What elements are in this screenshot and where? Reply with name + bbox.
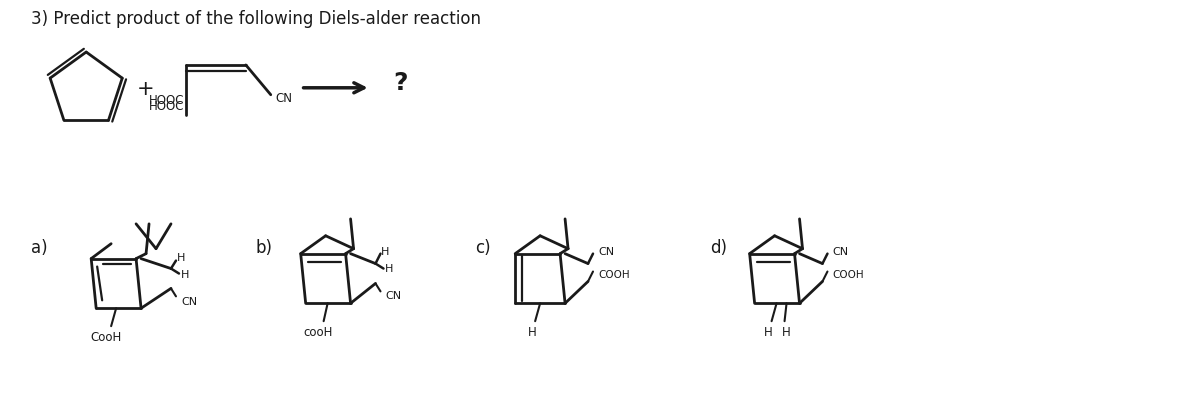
Text: H: H xyxy=(528,325,537,338)
Text: COOH: COOH xyxy=(833,269,864,279)
Text: a): a) xyxy=(31,238,48,256)
Text: b): b) xyxy=(256,238,273,256)
Text: CN: CN xyxy=(276,92,293,105)
Text: CooH: CooH xyxy=(90,330,121,343)
Text: CN: CN xyxy=(386,291,401,301)
Text: +: + xyxy=(137,79,155,98)
Text: HOOC: HOOC xyxy=(149,94,184,107)
Text: ?: ? xyxy=(393,70,408,95)
Text: d): d) xyxy=(709,238,727,256)
Text: H: H xyxy=(181,269,189,279)
Text: H: H xyxy=(177,252,186,262)
Text: CN: CN xyxy=(833,246,848,256)
Text: H: H xyxy=(782,325,791,338)
Text: c): c) xyxy=(475,238,491,256)
Text: CN: CN xyxy=(181,296,198,307)
Text: H: H xyxy=(381,246,389,256)
Text: cooH: cooH xyxy=(303,325,332,338)
Text: CN: CN xyxy=(599,246,614,256)
Text: HOOC: HOOC xyxy=(149,100,184,113)
Text: H: H xyxy=(386,263,394,273)
Text: H: H xyxy=(764,325,774,338)
Text: COOH: COOH xyxy=(599,269,630,279)
Text: 3) Predict product of the following Diels-alder reaction: 3) Predict product of the following Diel… xyxy=(31,10,481,28)
